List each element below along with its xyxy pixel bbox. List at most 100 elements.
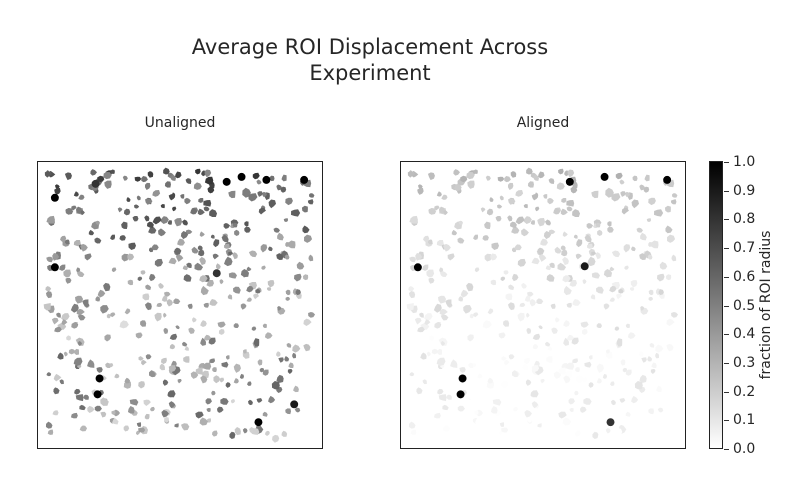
roi-marker (487, 377, 494, 384)
roi-marker (221, 361, 229, 368)
roi-marker (640, 232, 647, 241)
roi-marker (74, 388, 81, 395)
roi-marker (217, 406, 224, 413)
roi-marker (260, 244, 268, 253)
roi-marker-high (663, 175, 672, 184)
roi-marker (623, 244, 631, 253)
roi-marker (442, 425, 451, 432)
roi-marker (253, 293, 259, 300)
roi-marker (73, 191, 79, 197)
roi-marker (609, 285, 617, 293)
roi-marker (620, 191, 626, 197)
roi-marker (666, 343, 674, 352)
roi-marker (469, 313, 474, 319)
roi-marker (508, 198, 516, 205)
roi-marker (508, 354, 515, 360)
roi-marker (507, 182, 514, 191)
roi-marker (670, 199, 677, 205)
chart-title-line-1: Average ROI Displacement Across (191, 35, 549, 59)
roi-marker (180, 194, 185, 199)
roi-marker (200, 285, 209, 296)
roi-marker (215, 263, 221, 270)
roi-marker (409, 215, 418, 224)
roi-marker (146, 221, 154, 229)
roi-marker (591, 272, 600, 279)
roi-marker (433, 412, 441, 419)
roi-marker (490, 253, 498, 261)
roi-marker (154, 312, 162, 322)
roi-marker (489, 196, 494, 203)
roi-marker (602, 373, 607, 379)
roi-marker (433, 303, 442, 313)
roi-marker (77, 314, 86, 321)
roi-marker (631, 199, 640, 209)
roi-marker (73, 239, 81, 247)
colorbar-tick (724, 392, 729, 393)
roi-marker (593, 399, 599, 404)
roi-marker (246, 297, 252, 302)
roi-marker (223, 222, 231, 229)
roi-marker (304, 234, 313, 243)
roi-marker (549, 262, 555, 268)
roi-marker (203, 334, 212, 341)
colorbar-tick-label: 0.8 (733, 211, 756, 227)
roi-marker (580, 321, 589, 328)
roi-marker (596, 377, 602, 384)
roi-marker (52, 410, 59, 416)
roi-marker (220, 397, 229, 405)
roi-marker (535, 206, 540, 212)
roi-marker (443, 210, 448, 216)
panel-title-aligned: Aligned (516, 115, 570, 131)
roi-marker (307, 199, 314, 205)
roi-marker (285, 289, 291, 296)
roi-marker (586, 256, 596, 267)
roi-marker (223, 243, 230, 249)
roi-marker (177, 378, 182, 384)
roi-marker (440, 314, 449, 321)
roi-marker (647, 356, 653, 362)
roi-marker (262, 411, 268, 417)
roi-marker (422, 264, 429, 271)
roi-marker (209, 298, 218, 306)
roi-marker-high (606, 418, 615, 427)
roi-marker (292, 344, 301, 353)
roi-marker (525, 379, 532, 386)
roi-marker (54, 326, 62, 333)
roi-marker (96, 367, 103, 373)
roi-marker (203, 200, 212, 207)
roi-marker (439, 267, 444, 273)
roi-marker (175, 325, 180, 330)
roi-marker (671, 193, 678, 198)
roi-marker (198, 249, 205, 257)
roi-marker (572, 298, 581, 306)
roi-marker (457, 237, 465, 244)
roi-marker (557, 262, 567, 271)
roi-marker (227, 294, 233, 300)
roi-marker (195, 411, 204, 419)
roi-marker (111, 267, 117, 273)
roi-marker (561, 197, 567, 203)
roi-marker (78, 341, 83, 346)
colorbar-tick (724, 219, 729, 220)
roi-marker (644, 174, 650, 182)
roi-marker (76, 271, 85, 277)
roi-marker (174, 247, 182, 255)
roi-marker (624, 265, 629, 270)
roi-marker (595, 252, 601, 260)
unaligned-roi-map (37, 161, 323, 449)
roi-marker (499, 422, 505, 428)
roi-marker (445, 299, 452, 307)
roi-marker (605, 428, 611, 434)
roi-marker (431, 348, 439, 355)
roi-marker (439, 206, 445, 214)
roi-marker (243, 349, 247, 354)
roi-marker (517, 258, 526, 267)
roi-marker (532, 343, 539, 350)
roi-marker (53, 373, 62, 382)
roi-marker (607, 226, 614, 233)
roi-marker (141, 359, 147, 366)
roi-marker (523, 357, 530, 365)
roi-marker (616, 293, 622, 300)
roi-marker (437, 388, 444, 395)
roi-marker (281, 174, 287, 182)
